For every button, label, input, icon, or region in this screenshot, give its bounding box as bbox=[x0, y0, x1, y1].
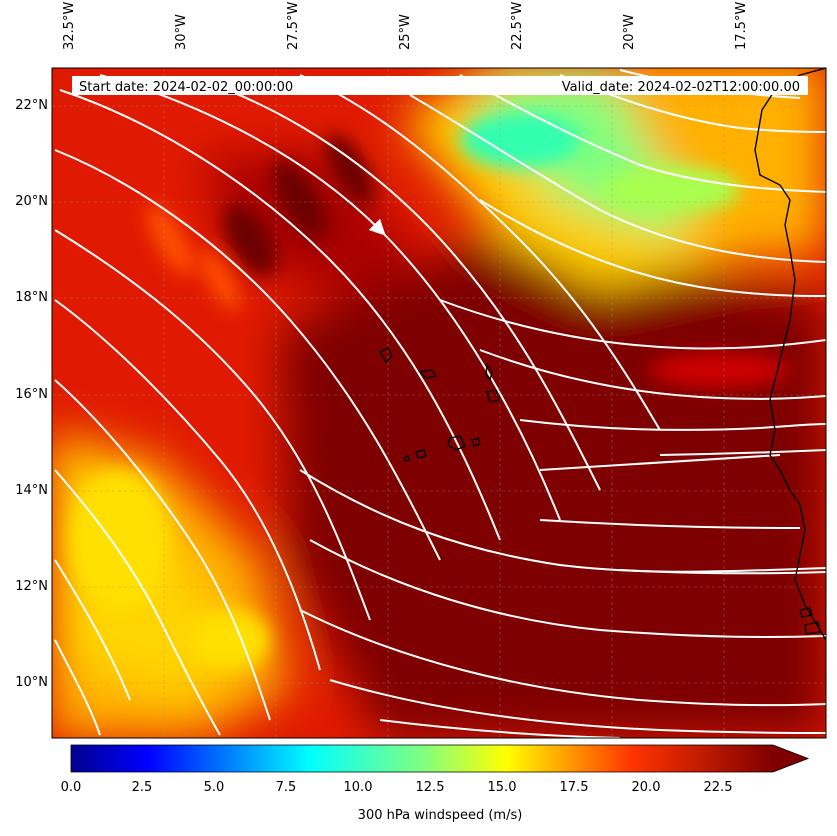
windspeed-field bbox=[52, 68, 826, 738]
lat-label-18n: 18°N bbox=[15, 290, 48, 305]
start-date-label: Start date: 2024-02-02_00:00:00 bbox=[79, 80, 293, 95]
lat-label-20n: 20°N bbox=[15, 194, 48, 209]
colorbar-tick-label: 5.0 bbox=[203, 780, 225, 795]
lon-label-27-5w: 27.5°W bbox=[286, 1, 301, 50]
lon-label-22-5w: 22.5°W bbox=[510, 1, 525, 50]
lon-label-20w: 20°W bbox=[622, 14, 637, 50]
colorbar-tick-label: 12.5 bbox=[415, 780, 445, 795]
colorbar-outline bbox=[70, 744, 810, 773]
colorbar-gradient bbox=[71, 745, 773, 772]
colorbar-tick-label: 17.5 bbox=[559, 780, 589, 795]
lat-label-22n: 22°N bbox=[15, 98, 48, 113]
lon-label-30w: 30°W bbox=[174, 14, 189, 50]
lat-label-14n: 14°N bbox=[15, 483, 48, 498]
colorbar-tick-label: 0.0 bbox=[60, 780, 82, 795]
lon-label-32-5w: 32.5°W bbox=[62, 1, 77, 50]
colorbar-tick-label: 10.0 bbox=[343, 780, 373, 795]
map-frame bbox=[51, 67, 827, 739]
colorbar bbox=[70, 744, 810, 773]
coastlines bbox=[379, 68, 826, 641]
colorbar-label: 300 hPa windspeed (m/s) bbox=[357, 808, 523, 823]
lat-label-10n: 10°N bbox=[15, 675, 48, 690]
info-banner bbox=[72, 76, 808, 95]
colorbar-tick-label: 20.0 bbox=[631, 780, 661, 795]
colorbar-tick-label: 7.5 bbox=[275, 780, 297, 795]
colorbar-tick-label: 2.5 bbox=[131, 780, 153, 795]
valid-date-label: Valid_date: 2024-02-02T12:00:00.00 bbox=[562, 80, 800, 95]
colorbar-extend-arrow bbox=[773, 745, 808, 772]
lat-label-16n: 16°N bbox=[15, 387, 48, 402]
colorbar-tick-label: 22.5 bbox=[703, 780, 733, 795]
lon-label-25w: 25°W bbox=[398, 14, 413, 50]
lon-label-17-5w: 17.5°W bbox=[734, 1, 749, 50]
gridlines bbox=[52, 68, 826, 738]
lat-label-12n: 12°N bbox=[15, 579, 48, 594]
colorbar-tick-label: 15.0 bbox=[487, 780, 517, 795]
